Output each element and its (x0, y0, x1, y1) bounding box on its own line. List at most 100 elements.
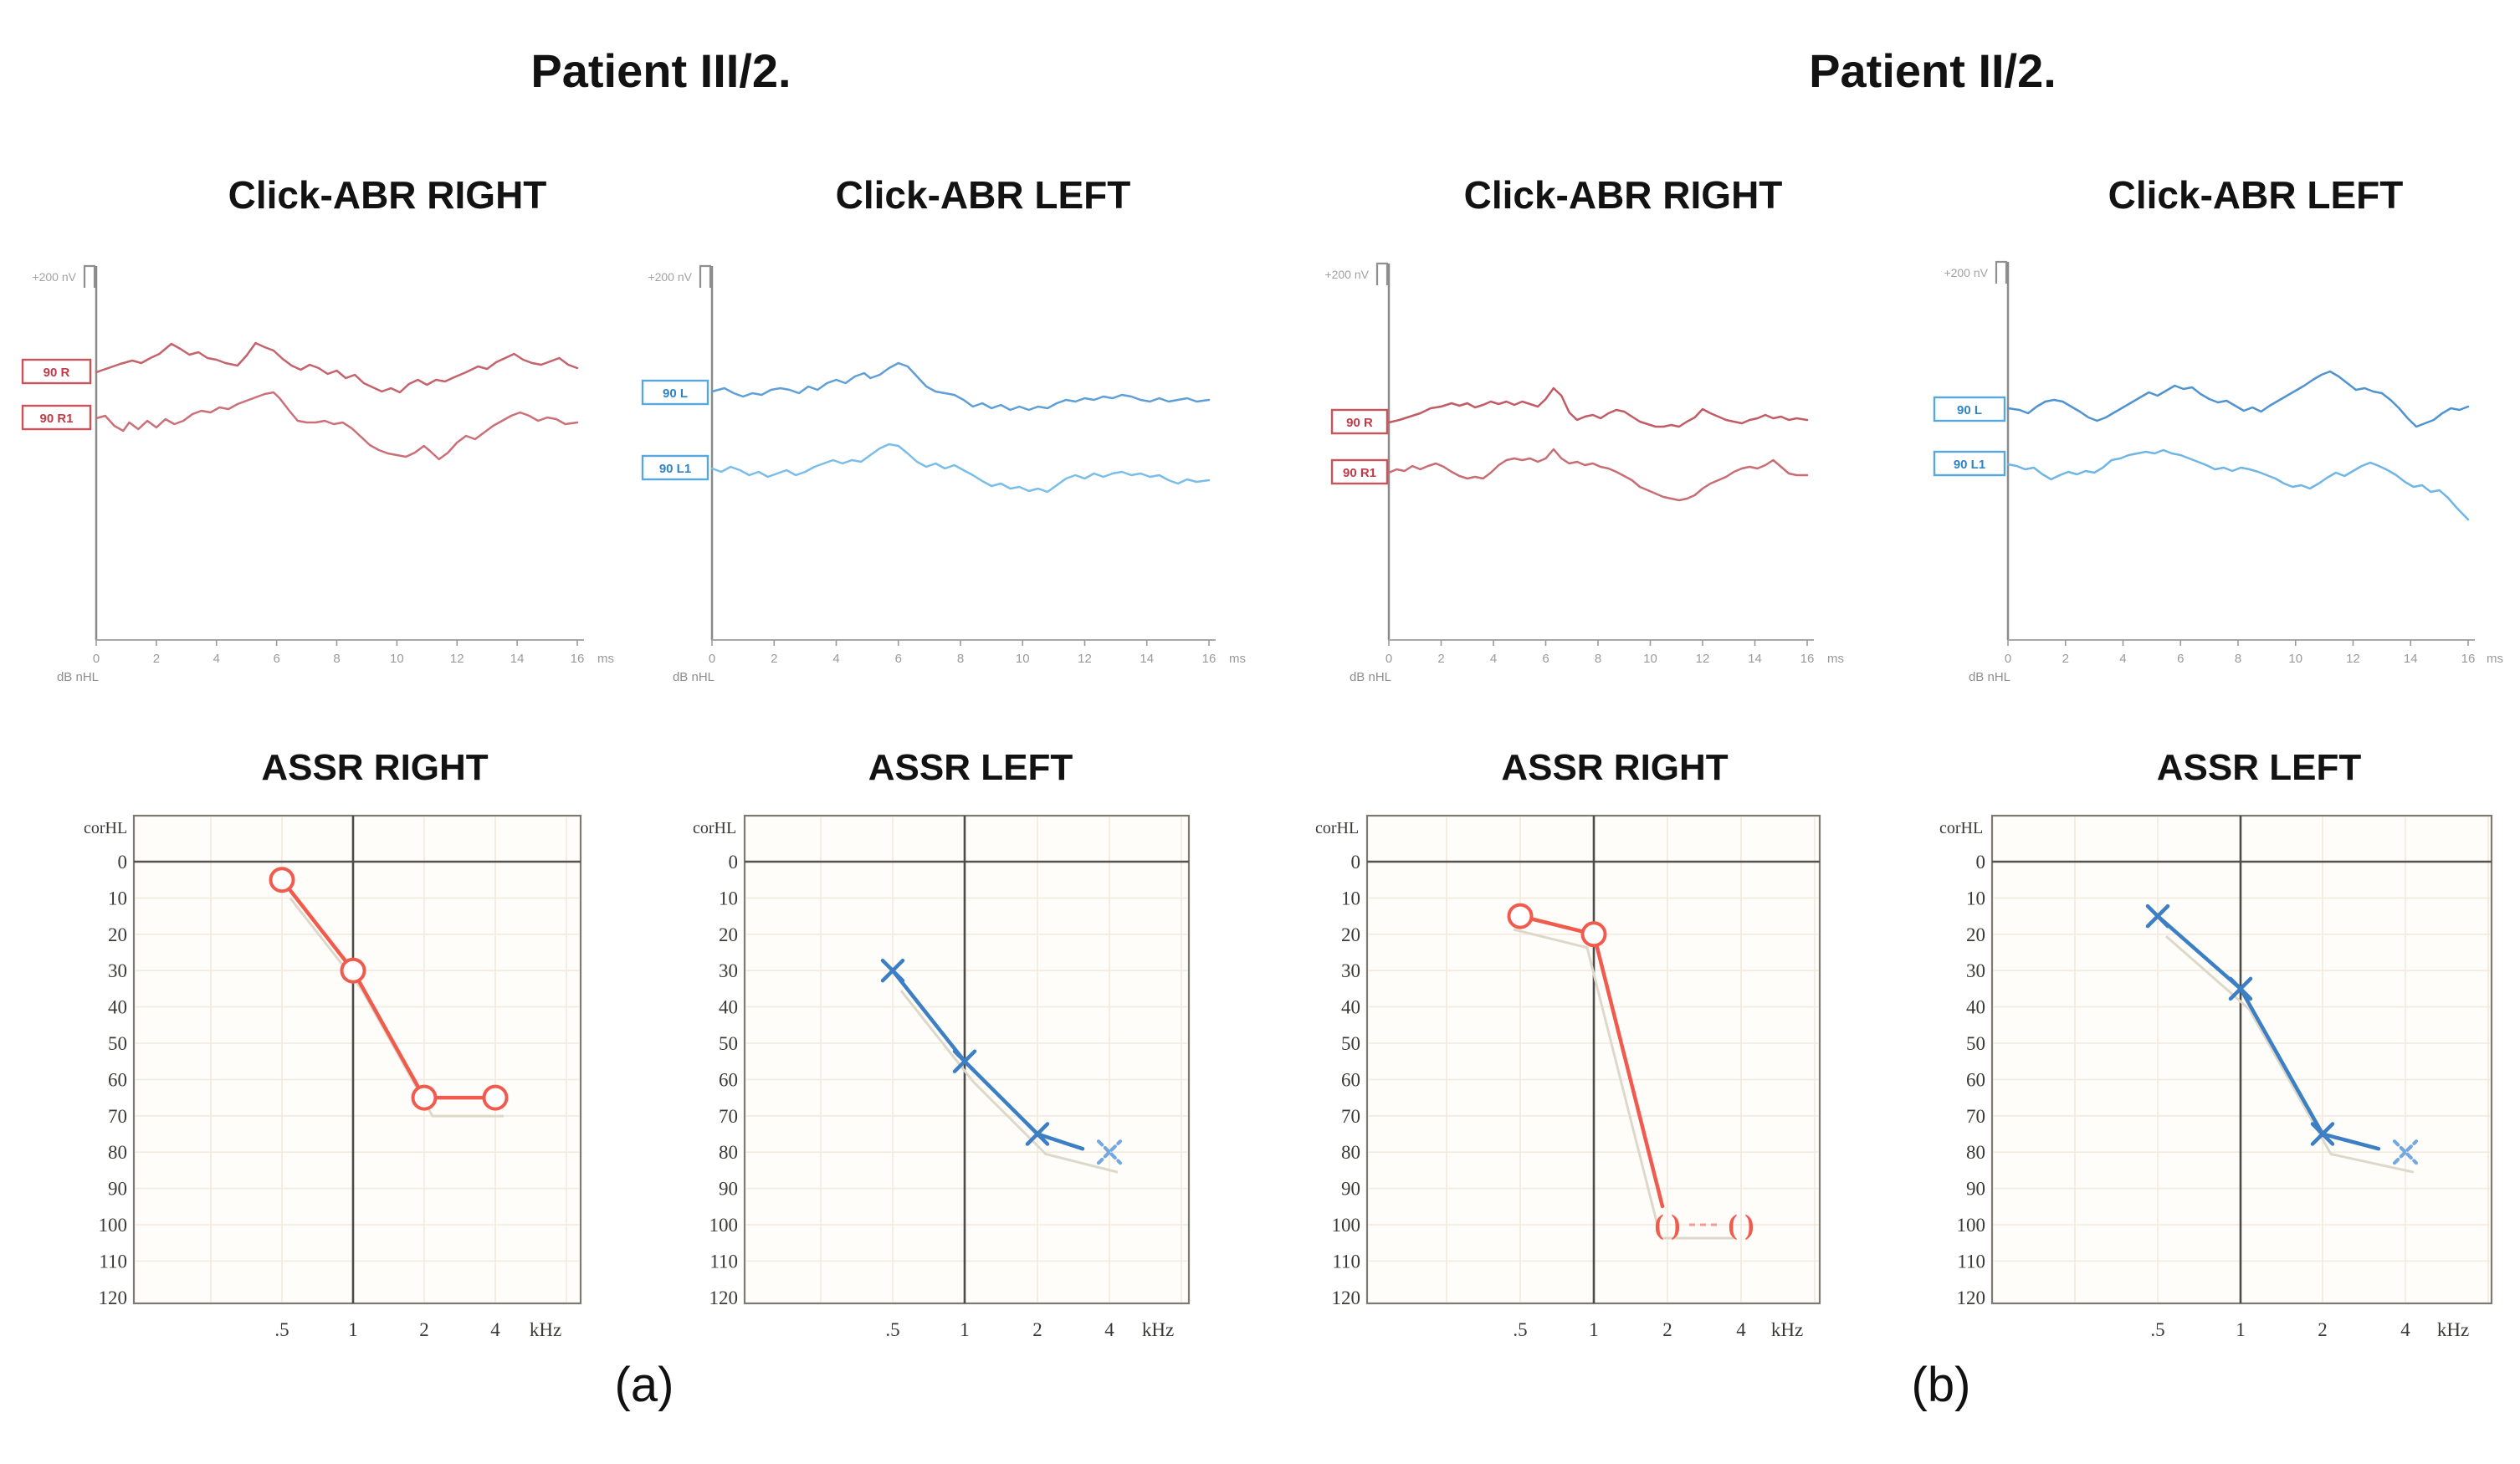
abr-x-tick: 10 (390, 652, 404, 666)
assr-marker-x (952, 1049, 977, 1073)
assr-shadow-line (1513, 928, 1734, 1240)
abr-x-tick: 8 (1595, 652, 1601, 666)
assr-y-tick: 120 (1957, 1287, 1986, 1308)
assr-panel-assr-II2-left: 0 10 20 30 40 50 60 70 80 90 100 110 120 corHL .5 1 2 4 kH… (1939, 814, 2493, 1340)
assr-y-tick: 10 (1966, 888, 1985, 909)
abr-trace-label: 90 L (1957, 403, 1982, 417)
assr-y-tick: 120 (1332, 1287, 1361, 1308)
abr-x-tick: 10 (1016, 652, 1030, 666)
assr-shadow-line (2165, 934, 2415, 1174)
assr-y-tick: 50 (1966, 1033, 1985, 1054)
abr-x-tick: 14 (2404, 652, 2418, 666)
abr-x-tick: 12 (1078, 652, 1092, 666)
assr-panel-assr-III2-left: 0 10 20 30 40 50 60 70 80 90 100 110 120 corHL .5 1 2 4 kH… (693, 814, 1191, 1340)
assr-y-tick: 20 (1966, 924, 1985, 945)
assr-y-tick: 60 (719, 1069, 738, 1090)
abr-x-tick: 14 (1140, 652, 1154, 666)
assr-y-tick: 90 (108, 1179, 127, 1200)
abr-trace-label-box (21, 358, 92, 385)
abr-x-tick: 16 (1800, 652, 1815, 666)
abr-x-tick: 0 (709, 652, 715, 666)
assr-y-tick: 40 (1966, 997, 1985, 1018)
assr-y-tick: 60 (108, 1069, 127, 1090)
abr-trace-label-box (21, 404, 92, 431)
abr-trace-90-l (2006, 370, 2470, 428)
abr-trace-label-box (641, 454, 709, 481)
assr-x-tick: 4 (490, 1319, 500, 1340)
assr-x-unit: kHz (1771, 1319, 1803, 1340)
assr-y-label: corHL (84, 819, 127, 837)
abr-trace-90-l (710, 361, 1211, 412)
abr-trace-label-box (1330, 408, 1389, 435)
assr-x-tick: 4 (2400, 1319, 2410, 1340)
assr-y-tick: 70 (1341, 1106, 1360, 1127)
abr-x-tick: 4 (213, 652, 220, 666)
patient-title-b: Patient II/2. (1809, 44, 2056, 97)
abr-trace-label-box (1933, 450, 2006, 477)
abr-heading-II2-right: Click-ABR RIGHT (1463, 173, 1783, 217)
assr-marker-x-dashed (1096, 1139, 1123, 1165)
assr-heading-II2-left: ASSR LEFT (2156, 747, 2362, 788)
abr-scale-label: +200 nV (32, 270, 76, 284)
abr-trace-label-box (641, 379, 709, 406)
abr-panel-abr-II2-right: +200 nV 0 2 4 6 8 10 12 14 16 ms dB nHL 90 R 90 R1 (1324, 262, 1844, 684)
assr-x-tick: 2 (2318, 1319, 2328, 1340)
abr-corner-label: dB nHL (1350, 670, 1391, 684)
abr-x-tick: 14 (1748, 652, 1762, 666)
assr-x-unit: kHz (2437, 1319, 2469, 1340)
abr-trace-90-r (95, 341, 579, 394)
abr-x-unit: ms (1827, 652, 1844, 666)
assr-marker-x (880, 958, 905, 983)
abr-trace-label: 90 L1 (659, 462, 691, 476)
assr-panel-assr-III2-right: 0 10 20 30 40 50 60 70 80 90 100 110 120 corHL .5 1 2 4 kH… (84, 814, 582, 1340)
assr-y-tick: 20 (1341, 924, 1360, 945)
assr-y-tick: 100 (709, 1215, 739, 1236)
abr-trace-90-l1 (2006, 448, 2470, 521)
abr-x-tick: 14 (510, 652, 525, 666)
assr-grid-frame (1990, 814, 2493, 1305)
assr-y-tick: 80 (108, 1142, 127, 1163)
abr-trace-label: 90 R1 (1343, 466, 1376, 480)
assr-heading-III2-right: ASSR RIGHT (261, 747, 489, 788)
assr-x-tick: 1 (2236, 1319, 2246, 1340)
assr-marker-circle (1507, 903, 1534, 929)
assr-marker-x (2145, 903, 2170, 929)
assr-y-label: corHL (693, 819, 736, 837)
assr-x-tick: 1 (1589, 1319, 1599, 1340)
abr-trace-90-r1 (1387, 448, 1809, 502)
abr-trace-label: 90 R (44, 366, 70, 380)
assr-x-tick: 1 (348, 1319, 358, 1340)
assr-y-tick: 80 (1341, 1142, 1360, 1163)
abr-x-tick: 10 (2288, 652, 2302, 666)
abr-panel-abr-III2-right: +200 nV 0 2 4 6 8 10 12 14 16 ms dB nHL 90 R 90 R1 (21, 264, 614, 684)
abr-x-tick: 6 (2177, 652, 2184, 666)
abr-heading-III2-left: Click-ABR LEFT (835, 173, 1131, 217)
abr-x-tick: 2 (771, 652, 777, 666)
abr-trace-label: 90 L1 (1954, 458, 1985, 472)
abr-x-tick: 2 (153, 652, 160, 666)
abr-x-tick: 8 (2235, 652, 2241, 666)
abr-x-tick: 12 (1696, 652, 1710, 666)
assr-y-label: corHL (1939, 819, 1983, 837)
abr-x-tick: 2 (2062, 652, 2069, 666)
assr-y-tick: 80 (719, 1142, 738, 1163)
abr-x-tick: 4 (832, 652, 839, 666)
abr-x-tick: 0 (93, 652, 100, 666)
assr-y-tick: 100 (1957, 1215, 1986, 1236)
abr-heading-III2-right: Click-ABR RIGHT (228, 173, 547, 217)
abr-x-tick: 12 (450, 652, 464, 666)
assr-y-tick: 0 (1351, 852, 1361, 873)
assr-y-tick: 30 (108, 960, 127, 981)
assr-y-tick: 90 (719, 1179, 738, 1200)
assr-panel-assr-II2-right: 0 10 20 30 40 50 60 70 80 90 100 110 120 corHL .5 1 2 4 kH… (1315, 814, 1821, 1340)
patient-title-a: Patient III/2. (530, 44, 791, 97)
assr-heading-III2-left: ASSR LEFT (868, 747, 1073, 788)
abr-corner-label: dB nHL (1969, 670, 2010, 684)
abr-x-unit: ms (1229, 652, 1246, 666)
panel-caption-b: (b) (1911, 1358, 1971, 1412)
abr-trace-label-box (1330, 458, 1389, 485)
assr-x-tick: 1 (960, 1319, 970, 1340)
abr-x-tick: 0 (2005, 652, 2011, 666)
assr-y-tick: 10 (719, 888, 738, 909)
assr-y-tick: 100 (99, 1215, 128, 1236)
